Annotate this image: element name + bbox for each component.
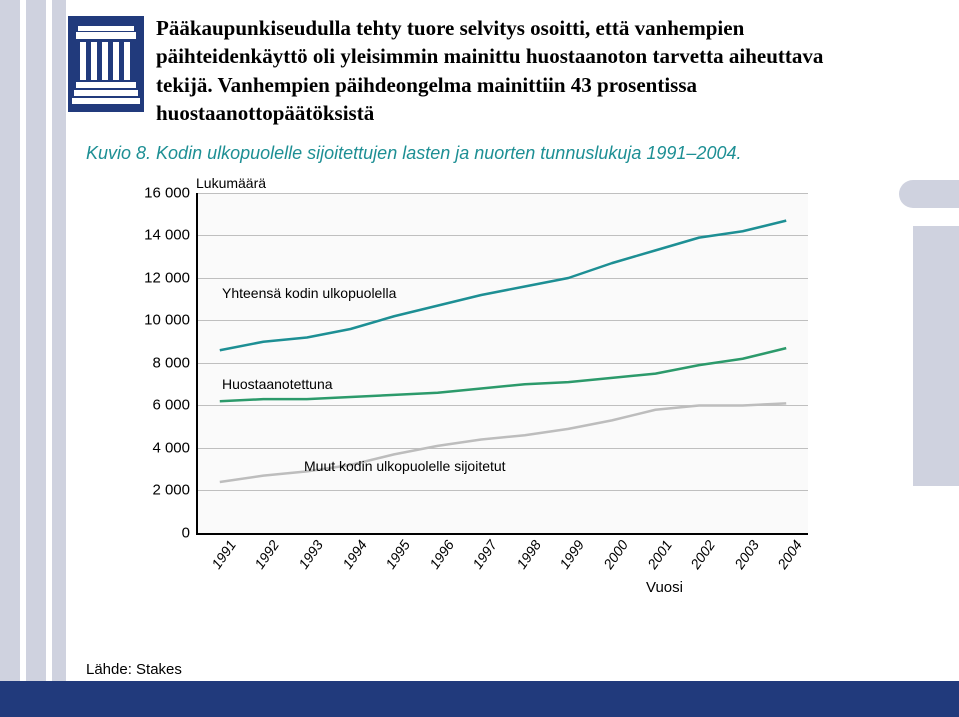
x-tick-label: 1991 xyxy=(197,537,239,587)
chart-title: Kuvio 8. Kodin ulkopuolelle sijoitettuje… xyxy=(86,142,826,165)
gridline xyxy=(198,235,808,236)
heading-line-4: huostaanottopäätöksistä xyxy=(156,101,374,125)
y-tick-label: 12 000 xyxy=(110,269,190,286)
y-tick-label: 10 000 xyxy=(110,312,190,329)
gridline xyxy=(198,320,808,321)
gridline xyxy=(198,363,808,364)
x-axis-title: Vuosi xyxy=(646,579,683,596)
series-line xyxy=(220,348,786,401)
heading-line-3: tekijä. Vanhempien päihdeongelma mainitt… xyxy=(156,73,697,97)
x-tick-label: 2003 xyxy=(720,537,762,587)
decorative-bottom-bar xyxy=(0,681,959,717)
series-label: Muut kodin ulkopuolelle sijoitetut xyxy=(302,458,508,474)
x-tick-label: 1999 xyxy=(546,537,588,587)
series-label: Huostaanotettuna xyxy=(220,376,335,392)
gridline xyxy=(198,193,808,194)
x-tick-label: 1994 xyxy=(328,537,370,587)
x-tick-label: 1993 xyxy=(284,537,326,587)
y-tick-label: 16 000 xyxy=(110,184,190,201)
chart-figure: Kuvio 8. Kodin ulkopuolelle sijoitettuje… xyxy=(86,142,846,678)
gridline xyxy=(198,490,808,491)
y-tick-label: 0 xyxy=(110,524,190,541)
page-heading: Pääkaupunkiseudulla tehty tuore selvitys… xyxy=(156,14,896,127)
x-tick-label: 1996 xyxy=(415,537,457,587)
x-tick-label: 1995 xyxy=(371,537,413,587)
gridline xyxy=(198,278,808,279)
y-axis-title: Lukumäärä xyxy=(196,175,846,191)
x-tick-label: 1998 xyxy=(502,537,544,587)
chart-area: 02 0004 0006 0008 00010 00012 00014 0001… xyxy=(86,193,846,573)
decorative-left-pillars xyxy=(0,0,68,717)
decorative-right-pillar xyxy=(899,180,959,500)
plot-box: Yhteensä kodin ulkopuolella Huostaanotett… xyxy=(196,193,808,535)
heading-line-1: Pääkaupunkiseudulla tehty tuore selvitys… xyxy=(156,16,744,40)
y-tick-label: 2 000 xyxy=(110,482,190,499)
y-tick-label: 14 000 xyxy=(110,227,190,244)
x-tick-label: 1992 xyxy=(241,537,283,587)
x-tick-label: 2000 xyxy=(589,537,631,587)
x-tick-label: 2004 xyxy=(764,537,806,587)
gridline xyxy=(198,405,808,406)
x-tick-label: 1997 xyxy=(459,537,501,587)
y-tick-label: 6 000 xyxy=(110,397,190,414)
source-label: Lähde: Stakes xyxy=(86,661,846,678)
y-tick-label: 4 000 xyxy=(110,439,190,456)
parliament-logo xyxy=(68,16,144,112)
series-label: Yhteensä kodin ulkopuolella xyxy=(220,285,398,301)
gridline xyxy=(198,448,808,449)
y-tick-label: 8 000 xyxy=(110,354,190,371)
heading-line-2: päihteidenkäyttö oli yleisimmin mainittu… xyxy=(156,44,823,68)
